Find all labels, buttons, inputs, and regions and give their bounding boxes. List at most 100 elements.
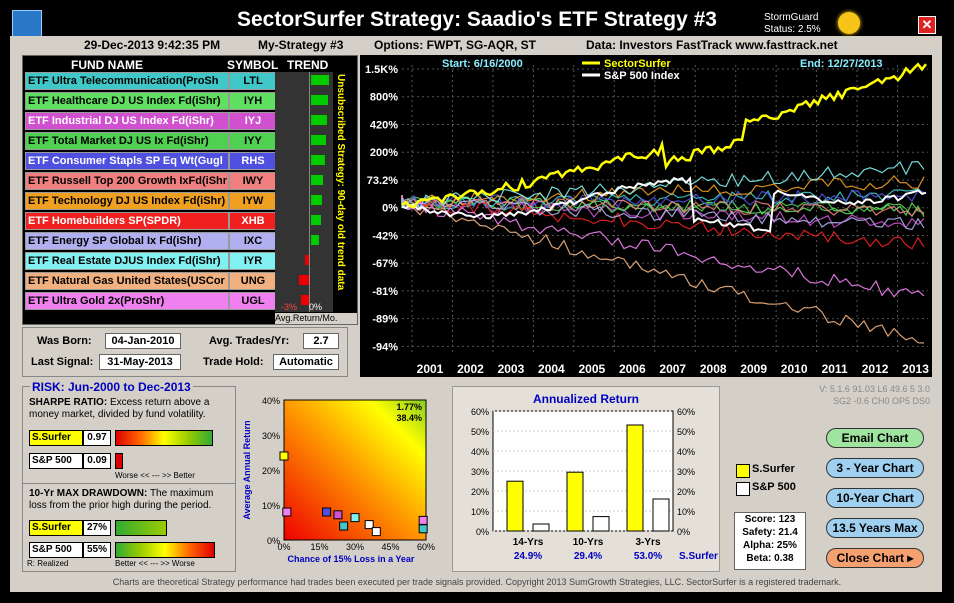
strategy-stats: Was Born: 04-Jan-2010 Avg. Trades/Yr: 2.… — [22, 327, 348, 377]
fund-symbol: LTL — [229, 72, 277, 90]
annualized-y-tick-left: 40% — [471, 447, 489, 457]
annualized-y-tick-right: 60% — [677, 407, 695, 417]
trend-footer: Avg.Return/Mo. — [275, 313, 357, 324]
x-tick-label: 2009 — [740, 362, 767, 376]
annualized-y-tick-left: 0% — [476, 527, 489, 537]
symbol-header: SYMBOL — [227, 58, 279, 72]
annualized-group-value: 24.9% — [514, 551, 542, 562]
fund-row[interactable]: ETF Real Estate DJUS Index Fd(iShr) IYR — [25, 252, 277, 270]
risk-return-scatter: 40% 30% 20% 10% 0% 0% 15% 30% 45% 60% Average Annu… — [238, 386, 438, 570]
y-tick-label: 0% — [382, 203, 398, 215]
scatter-x-tick: 30% — [346, 542, 364, 552]
datetime: 29-Dec-2013 9:42:35 PM — [84, 38, 221, 52]
fund-name: ETF Natural Gas United States(USCor — [25, 272, 229, 290]
y-tick-label: 800% — [370, 92, 398, 104]
x-tick-label: 2012 — [862, 362, 889, 376]
fund-symbol: RHS — [229, 152, 277, 170]
x-tick-label: 2007 — [659, 362, 686, 376]
trend-bar — [311, 155, 325, 165]
legend-surfer-swatch — [736, 464, 750, 478]
fund-row[interactable]: ETF Consumer Stapls SP Eq Wt(Gugl RHS — [25, 152, 277, 170]
fund-row[interactable]: ETF Homebuilders SP(SPDR) XHB — [25, 212, 277, 230]
email-chart-button[interactable]: Email Chart — [826, 428, 924, 448]
x-tick-label: 2001 — [417, 362, 444, 376]
legend-sp-label: S&P 500 — [752, 481, 796, 493]
dd-surfer-value: 27% — [83, 520, 111, 536]
annualized-return-panel: Annualized Return 60% 60% 50% 50% 40% 40% 30% 30… — [452, 386, 720, 572]
three-year-chart-button[interactable]: 3 - Year Chart — [826, 458, 924, 478]
fund-row[interactable]: ETF Total Market DJ US Ix Fd(iShr) IYY — [25, 132, 277, 150]
scatter-y-tick: 20% — [262, 466, 280, 476]
trend-zero-line — [309, 72, 310, 312]
fund-row[interactable]: ETF Ultra Gold 2x(ProShr) UGL — [25, 292, 277, 310]
fund-row[interactable]: ETF Healthcare DJ US Index Fd(iShr) IYH — [25, 92, 277, 110]
score-box: Score: 123 Safety: 21.4 Alpha: 25% Beta:… — [734, 512, 806, 570]
scatter-x-tick: 60% — [417, 542, 435, 552]
x-tick-label: 2002 — [457, 362, 484, 376]
safety-value: Safety: 21.4 — [742, 527, 798, 538]
annualized-group-label: 3-Yrs — [635, 537, 660, 548]
annualized-y-tick-left: 50% — [471, 427, 489, 437]
avg-trades-value: 2.7 — [303, 333, 339, 349]
scatter-point — [350, 513, 360, 523]
y-tick-label: -89% — [372, 314, 398, 326]
scatter-y-tick: 0% — [267, 536, 280, 546]
annualized-y-tick-right: 50% — [677, 427, 695, 437]
annualized-y-tick-left: 10% — [471, 507, 489, 517]
fund-row[interactable]: ETF Russell Top 200 Growth IxFd(iShr IWY — [25, 172, 277, 190]
fund-row[interactable]: ETF Energy SP Global Ix Fd(iShr) IXC — [25, 232, 277, 250]
sectorsurfer-series-line — [401, 62, 927, 209]
close-chart-button[interactable]: Close Chart ▸ — [826, 548, 924, 568]
fund-name: ETF Technology DJ US Index Fd(iShr) — [25, 192, 229, 210]
scatter-point — [333, 510, 343, 520]
stormguard-value: Status: 2.5% — [764, 24, 821, 35]
scatter-point — [418, 515, 428, 525]
dd-sp-bar — [115, 542, 215, 558]
fund-series-line — [401, 195, 925, 231]
fund-row[interactable]: ETF Natural Gas United States(USCor UNG — [25, 272, 277, 290]
ten-year-chart-button[interactable]: 10-Year Chart — [826, 488, 924, 508]
avg-trades-label: Avg. Trades/Yr: — [209, 335, 290, 347]
annualized-y-tick-right: 10% — [677, 507, 695, 517]
fund-symbol: IYJ — [229, 112, 277, 130]
sharpe-surfer-value: 0.97 — [83, 430, 111, 446]
sharpe-gradient-bar — [115, 430, 213, 446]
trend-bar — [311, 75, 329, 85]
close-window-button[interactable]: ✕ — [918, 16, 936, 34]
risk-divider — [23, 483, 235, 484]
trend-bar — [301, 295, 309, 305]
x-tick-label: 2004 — [538, 362, 565, 376]
annualized-group-label: 10-Yrs — [573, 537, 604, 548]
y-tick-label: 420% — [370, 119, 398, 131]
sp500-bar — [652, 498, 670, 532]
fund-name: ETF Consumer Stapls SP Eq Wt(Gugl — [25, 152, 229, 170]
max-chart-button[interactable]: 13.5 Years Max — [826, 518, 924, 538]
sharpe-sp-value: 0.09 — [83, 453, 111, 469]
stormguard-label: StormGuard — [764, 12, 819, 23]
surfer-bar — [566, 471, 584, 532]
surfer-bar — [626, 424, 644, 532]
trend-column: -3% 0% — [275, 72, 333, 312]
annualized-title: Annualized Return — [533, 392, 639, 406]
performance-chart: 1.5K% 800% 420% 200% 73.2% 0% -42% -67% -81% -89%… — [360, 55, 932, 377]
sharpe-sp-label: S&P 500 — [29, 453, 83, 469]
fund-row[interactable]: ETF Ultra Telecommunication(ProSh LTL — [25, 72, 277, 90]
strategy-options: Options: FWPT, SG-AQR, ST — [374, 38, 536, 52]
fund-name: ETF Total Market DJ US Ix Fd(iShr) — [25, 132, 229, 150]
fund-row[interactable]: ETF Technology DJ US Index Fd(iShr) IYW — [25, 192, 277, 210]
fund-name: ETF Real Estate DJUS Index Fd(iShr) — [25, 252, 229, 270]
sp500-bar — [532, 523, 550, 532]
risk-title: RISK: Jun-2000 to Dec-2013 — [30, 380, 193, 394]
fund-name: ETF Healthcare DJ US Index Fd(iShr) — [25, 92, 229, 110]
sharpe-description: SHARPE RATIO: Excess return above a mone… — [29, 397, 229, 421]
y-tick-label: 200% — [370, 147, 398, 159]
legend-entry: S&P 500 Index — [604, 70, 680, 82]
scatter-y-tick: 40% — [262, 396, 280, 406]
fund-row[interactable]: ETF Industrial DJ US Index Fd(iShr) IYJ — [25, 112, 277, 130]
x-tick-label: 2003 — [498, 362, 525, 376]
x-tick-label: 2006 — [619, 362, 646, 376]
sectorsurfer-logo-icon — [12, 10, 42, 38]
scatter-point — [339, 521, 349, 531]
trend-header: TREND — [287, 58, 329, 72]
fund-table: FUND NAME SYMBOL TREND ETF Ultra Telecom… — [22, 55, 358, 325]
